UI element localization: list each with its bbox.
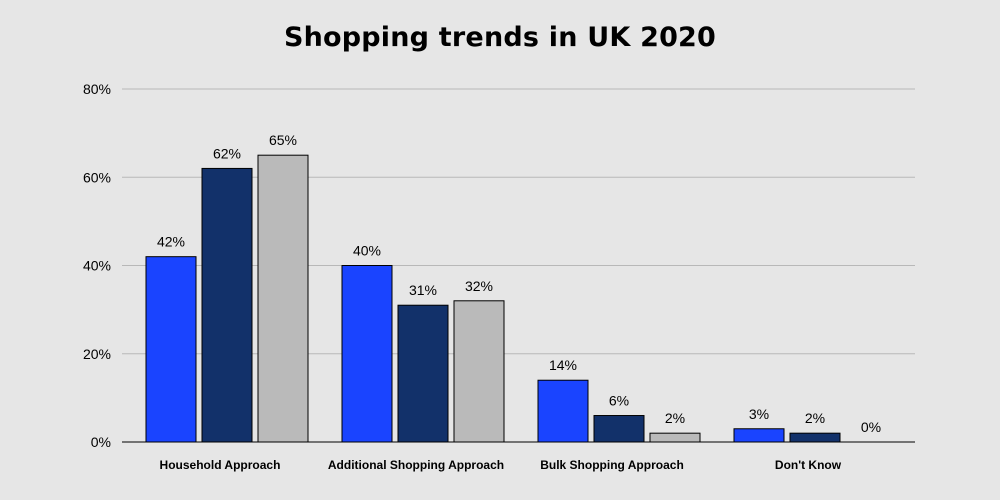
bar bbox=[733, 428, 785, 443]
bar bbox=[537, 379, 589, 443]
y-tick-label: 0% bbox=[91, 434, 111, 450]
chart-title: Shopping trends in UK 2020 bbox=[283, 22, 717, 53]
data-label: 31% bbox=[409, 282, 437, 298]
bar bbox=[453, 300, 505, 443]
data-label: 40% bbox=[353, 243, 381, 259]
data-labels: 42% 62% 65% 40% 31% 32% 14% 6% 2% 3% 2% 0% bbox=[157, 132, 881, 435]
bar bbox=[201, 167, 253, 443]
x-axis: Household Approach Additional Shopping Ap… bbox=[160, 458, 842, 472]
y-tick-label: 20% bbox=[83, 346, 111, 362]
data-label: 0% bbox=[861, 419, 881, 435]
data-label: 3% bbox=[749, 406, 769, 422]
data-label: 2% bbox=[805, 410, 825, 426]
data-label: 62% bbox=[213, 145, 241, 161]
bar bbox=[593, 415, 645, 443]
category-label: Don't Know bbox=[775, 458, 842, 472]
bar bbox=[145, 256, 197, 443]
bars bbox=[145, 154, 841, 443]
data-label: 2% bbox=[665, 410, 685, 426]
y-tick-label: 40% bbox=[83, 258, 111, 274]
data-label: 14% bbox=[549, 357, 577, 373]
data-label: 6% bbox=[609, 393, 629, 409]
y-tick-label: 60% bbox=[83, 169, 111, 185]
bar bbox=[341, 265, 393, 443]
bar bbox=[789, 432, 841, 443]
category-label: Additional Shopping Approach bbox=[328, 458, 504, 472]
y-axis: 0% 20% 40% 60% 80% bbox=[83, 81, 111, 450]
data-label: 65% bbox=[269, 132, 297, 148]
bar bbox=[397, 304, 449, 443]
data-label: 32% bbox=[465, 278, 493, 294]
data-label: 42% bbox=[157, 234, 185, 250]
category-label: Household Approach bbox=[160, 458, 281, 472]
gridlines bbox=[122, 88, 915, 443]
y-tick-label: 80% bbox=[83, 81, 111, 97]
bar bbox=[649, 432, 701, 443]
category-label: Bulk Shopping Approach bbox=[540, 458, 684, 472]
bar bbox=[257, 154, 309, 443]
